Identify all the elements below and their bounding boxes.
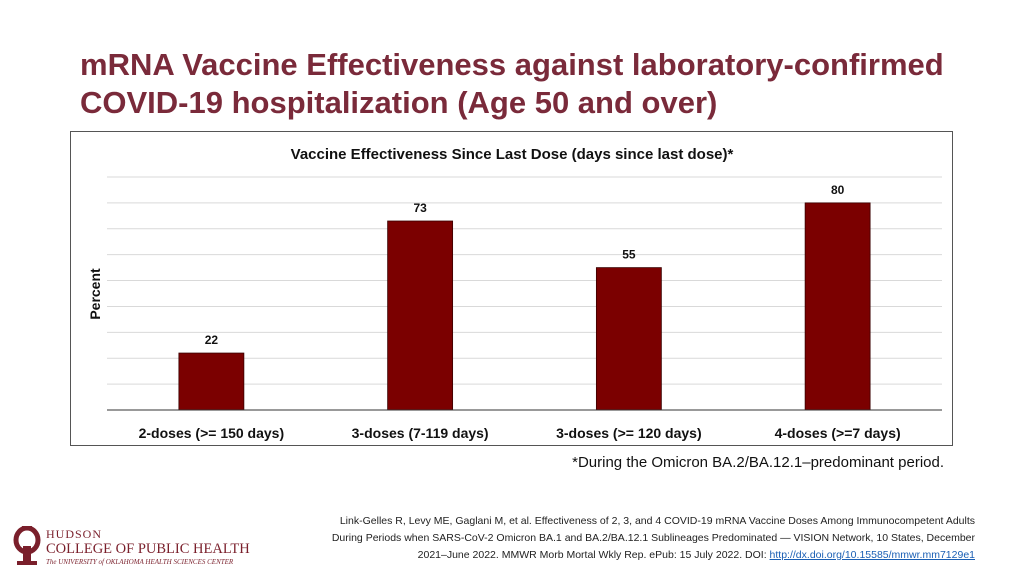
- data-labels-group: 22 73 55 80: [205, 183, 845, 347]
- slide-title-line-1: mRNA Vaccine Effectiveness against labor…: [80, 47, 944, 82]
- logo-line-3: The UNIVERSITY of OKLAHOMA HEALTH SCIENC…: [46, 558, 234, 566]
- gridlines: [107, 176, 942, 385]
- slide-title-line-2: COVID-19 hospitalization (Age 50 and ove…: [80, 85, 718, 120]
- bar-2: [595, 267, 662, 411]
- bar-chart: Vaccine Effectiveness Since Last Dose (d…: [87, 146, 942, 441]
- slide-title: mRNA Vaccine Effectiveness against labor…: [80, 46, 980, 122]
- y-axis-label: Percent: [87, 268, 103, 320]
- citation-line-1: Link-Gelles R, Levy ME, Gaglani M, et al…: [339, 515, 975, 527]
- bars-group: [178, 202, 871, 411]
- logo-text: HUDSON COLLEGE OF PUBLIC HEALTH The UNIV…: [46, 528, 250, 567]
- logo-line-2: COLLEGE OF PUBLIC HEALTH: [46, 541, 250, 557]
- citation-line-3: 2021–June 2022. MMWR Morb Mortal Wkly Re…: [245, 547, 975, 564]
- x-tick-label-3: 4-doses (>=7 days): [775, 425, 901, 441]
- chart-frame: Vaccine Effectiveness Since Last Dose (d…: [70, 131, 953, 446]
- x-tick-label-0: 2-doses (>= 150 days): [139, 425, 285, 441]
- bar-3: [804, 202, 871, 411]
- x-tick-labels-group: 2-doses (>= 150 days) 3-doses (7-119 days…: [139, 425, 901, 441]
- data-label-0: 22: [205, 333, 219, 347]
- bar-0: [178, 352, 245, 411]
- college-logo: HUDSON COLLEGE OF PUBLIC HEALTH The UNIV…: [12, 526, 252, 570]
- doi-link[interactable]: http://dx.doi.org/10.15585/mmwr.mm7129e1: [769, 549, 975, 561]
- x-tick-label-1: 3-doses (7-119 days): [352, 425, 489, 441]
- bar-1: [387, 220, 454, 411]
- citation: Link-Gelles R, Levy ME, Gaglani M, et al…: [245, 513, 975, 564]
- x-tick-label-2: 3-doses (>= 120 days): [556, 425, 702, 441]
- chart-title: Vaccine Effectiveness Since Last Dose (d…: [291, 146, 734, 163]
- footnote: *During the Omicron BA.2/BA.12.1–predomi…: [572, 454, 944, 471]
- data-label-3: 80: [831, 183, 845, 197]
- ou-logo-icon: [13, 526, 41, 565]
- data-label-2: 55: [622, 248, 636, 262]
- data-label-1: 73: [413, 201, 427, 215]
- citation-line-2: During Periods when SARS-CoV-2 Omicron B…: [331, 532, 975, 544]
- citation-line-3-text: 2021–June 2022. MMWR Morb Mortal Wkly Re…: [417, 549, 770, 561]
- logo-line-1: HUDSON: [46, 527, 103, 541]
